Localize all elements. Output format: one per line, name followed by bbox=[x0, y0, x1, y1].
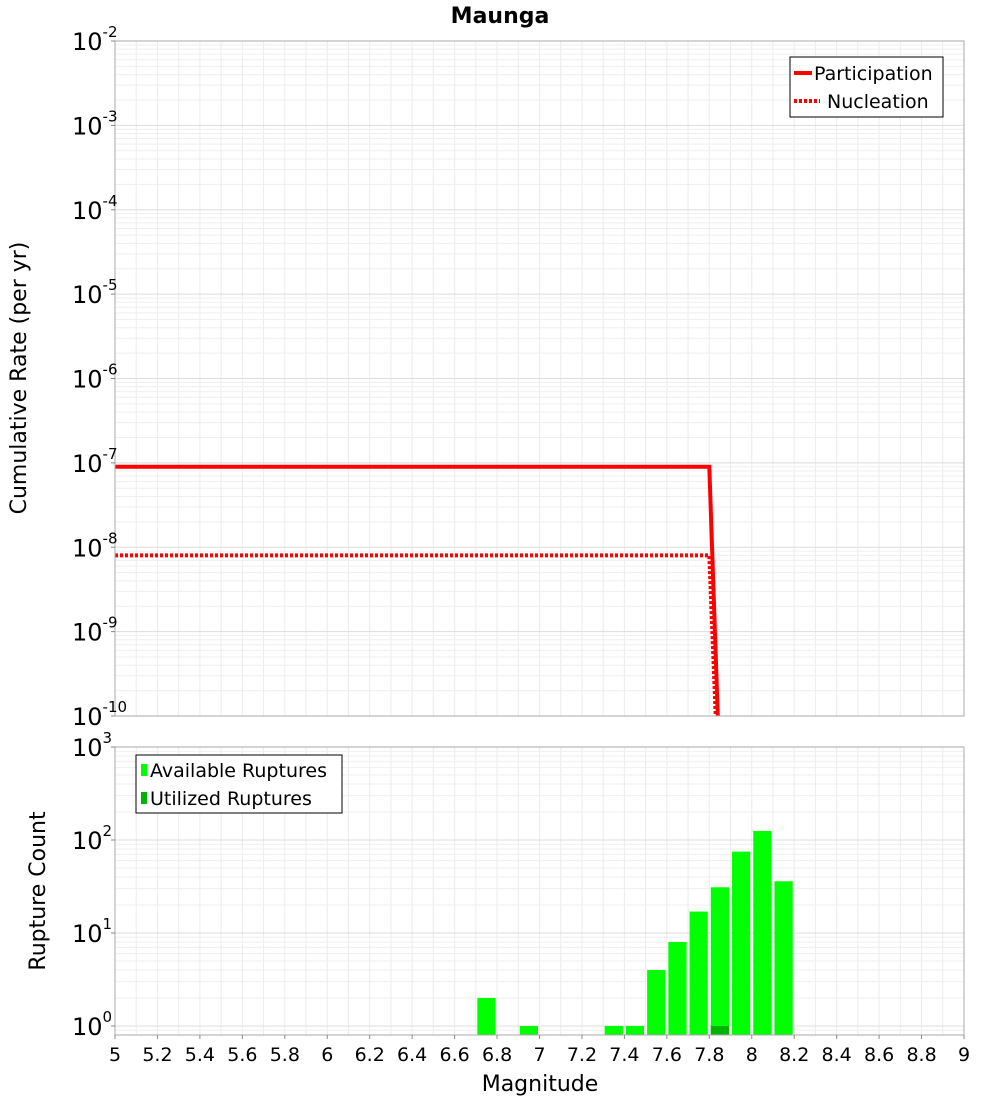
chart-title: Maunga bbox=[451, 4, 550, 29]
x-tick-label: 5.4 bbox=[185, 1044, 215, 1066]
y-tick-label: 10-10 bbox=[72, 698, 127, 731]
y-tick-exponent: -6 bbox=[103, 361, 118, 379]
bar-available-ruptures bbox=[732, 851, 751, 1035]
x-tick-label: 6.8 bbox=[482, 1044, 512, 1066]
x-tick-label: 5.8 bbox=[270, 1044, 300, 1066]
top-legend-box bbox=[789, 56, 944, 118]
y-tick-exponent: -7 bbox=[103, 445, 118, 463]
bar-available-ruptures bbox=[668, 942, 687, 1035]
bar-available-ruptures bbox=[647, 969, 666, 1035]
y-tick-label: 100 bbox=[72, 1008, 112, 1041]
x-tick-label: 6 bbox=[321, 1044, 333, 1066]
y-tick-base: 10 bbox=[72, 281, 103, 309]
bar-available-ruptures bbox=[625, 1025, 645, 1035]
y-tick-label: 10-3 bbox=[72, 107, 118, 140]
top-panel: 10-210-310-410-510-610-710-810-910-10 Cu… bbox=[7, 23, 965, 731]
legend-participation-label: Participation bbox=[814, 63, 933, 85]
top-y-ticks: 10-210-310-410-510-610-710-810-910-10 bbox=[72, 23, 127, 731]
x-tick-label: 7.2 bbox=[567, 1044, 597, 1066]
y-tick-exponent: 2 bbox=[103, 822, 113, 840]
y-tick-label: 10-2 bbox=[72, 23, 118, 56]
y-tick-base: 10 bbox=[72, 619, 103, 647]
bar-available-ruptures bbox=[689, 911, 708, 1035]
bottom-legend-box bbox=[135, 754, 343, 814]
legend-available-swatch bbox=[141, 764, 147, 776]
y-tick-label: 103 bbox=[72, 729, 112, 762]
bar-available-ruptures bbox=[753, 830, 772, 1035]
y-tick-label: 10-7 bbox=[72, 445, 118, 478]
y-tick-base: 10 bbox=[72, 112, 103, 140]
y-tick-exponent: -8 bbox=[103, 529, 118, 547]
x-tick-label: 9 bbox=[958, 1044, 970, 1066]
x-tick-label: 6.4 bbox=[397, 1044, 427, 1066]
y-tick-base: 10 bbox=[72, 734, 103, 762]
bar-utilized-ruptures bbox=[710, 1025, 730, 1035]
y-tick-label: 10-6 bbox=[72, 361, 118, 394]
y-tick-base: 10 bbox=[72, 450, 103, 478]
legend-available-label: Available Ruptures bbox=[150, 760, 327, 782]
top-legend: Participation Nucleation bbox=[789, 56, 944, 118]
bottom-y-axis-label: Rupture Count bbox=[26, 811, 51, 971]
series-line-nucleation bbox=[115, 553, 718, 717]
bottom-x-ticks: 5 5.2 5.4 5.6 5.8 6 6.2 6.4 6.6 6.8 7 7.2 7.4 7.6 7.8 8… bbox=[109, 1035, 970, 1066]
x-tick-label: 5.6 bbox=[227, 1044, 257, 1066]
bar-available-ruptures bbox=[519, 1025, 538, 1035]
y-tick-label: 10-8 bbox=[72, 529, 118, 562]
x-tick-label: 8.4 bbox=[822, 1044, 852, 1066]
y-tick-base: 10 bbox=[72, 827, 103, 855]
x-tick-label: 8.2 bbox=[779, 1044, 809, 1066]
y-tick-exponent: -2 bbox=[103, 23, 118, 41]
y-tick-base: 10 bbox=[72, 920, 103, 948]
y-tick-label: 101 bbox=[72, 915, 112, 948]
y-tick-base: 10 bbox=[72, 534, 103, 562]
y-tick-exponent: -10 bbox=[103, 698, 128, 716]
bar-available-ruptures bbox=[604, 1025, 623, 1035]
x-tick-label: 6.2 bbox=[355, 1044, 385, 1066]
top-y-axis-label: Cumulative Rate (per yr) bbox=[7, 242, 32, 515]
x-tick-label: 8 bbox=[746, 1044, 758, 1066]
x-tick-label: 7 bbox=[533, 1044, 545, 1066]
legend-nucleation-label: Nucleation bbox=[827, 91, 929, 113]
y-tick-base: 10 bbox=[72, 1013, 103, 1041]
x-tick-label: 6.6 bbox=[439, 1044, 469, 1066]
top-grid bbox=[114, 40, 965, 717]
bar-available-ruptures bbox=[710, 887, 730, 1035]
x-tick-label: 8.6 bbox=[864, 1044, 894, 1066]
bottom-bars bbox=[477, 830, 793, 1035]
y-tick-exponent: -9 bbox=[103, 614, 118, 632]
x-tick-label: 7.4 bbox=[609, 1044, 639, 1066]
x-tick-label: 7.8 bbox=[694, 1044, 724, 1066]
bar-available-ruptures bbox=[774, 881, 793, 1035]
x-tick-label: 5 bbox=[109, 1044, 121, 1066]
y-tick-label: 102 bbox=[72, 822, 112, 855]
x-tick-label: 7.6 bbox=[652, 1044, 682, 1066]
y-tick-base: 10 bbox=[72, 703, 103, 731]
y-tick-exponent: 1 bbox=[103, 915, 113, 933]
y-tick-label: 10-4 bbox=[72, 192, 118, 225]
bar-available-ruptures bbox=[477, 997, 496, 1035]
y-tick-exponent: -5 bbox=[103, 276, 118, 294]
y-tick-exponent: -3 bbox=[103, 107, 118, 125]
legend-utilized-swatch bbox=[141, 792, 147, 804]
y-tick-exponent: 3 bbox=[103, 729, 113, 747]
y-tick-base: 10 bbox=[72, 28, 103, 56]
bottom-legend: Available Ruptures Utilized Ruptures bbox=[135, 754, 343, 814]
x-tick-label: 8.8 bbox=[906, 1044, 936, 1066]
y-tick-base: 10 bbox=[72, 366, 103, 394]
x-tick-label: 5.2 bbox=[142, 1044, 172, 1066]
y-tick-label: 10-5 bbox=[72, 276, 118, 309]
y-tick-exponent: 0 bbox=[103, 1008, 113, 1026]
series-line-participation bbox=[115, 464, 720, 717]
y-tick-label: 10-9 bbox=[72, 614, 118, 647]
y-tick-exponent: -4 bbox=[103, 192, 118, 210]
x-axis-label: Magnitude bbox=[482, 1072, 599, 1097]
y-tick-base: 10 bbox=[72, 197, 103, 225]
top-series-lines bbox=[115, 464, 720, 717]
legend-utilized-label: Utilized Ruptures bbox=[150, 788, 312, 810]
